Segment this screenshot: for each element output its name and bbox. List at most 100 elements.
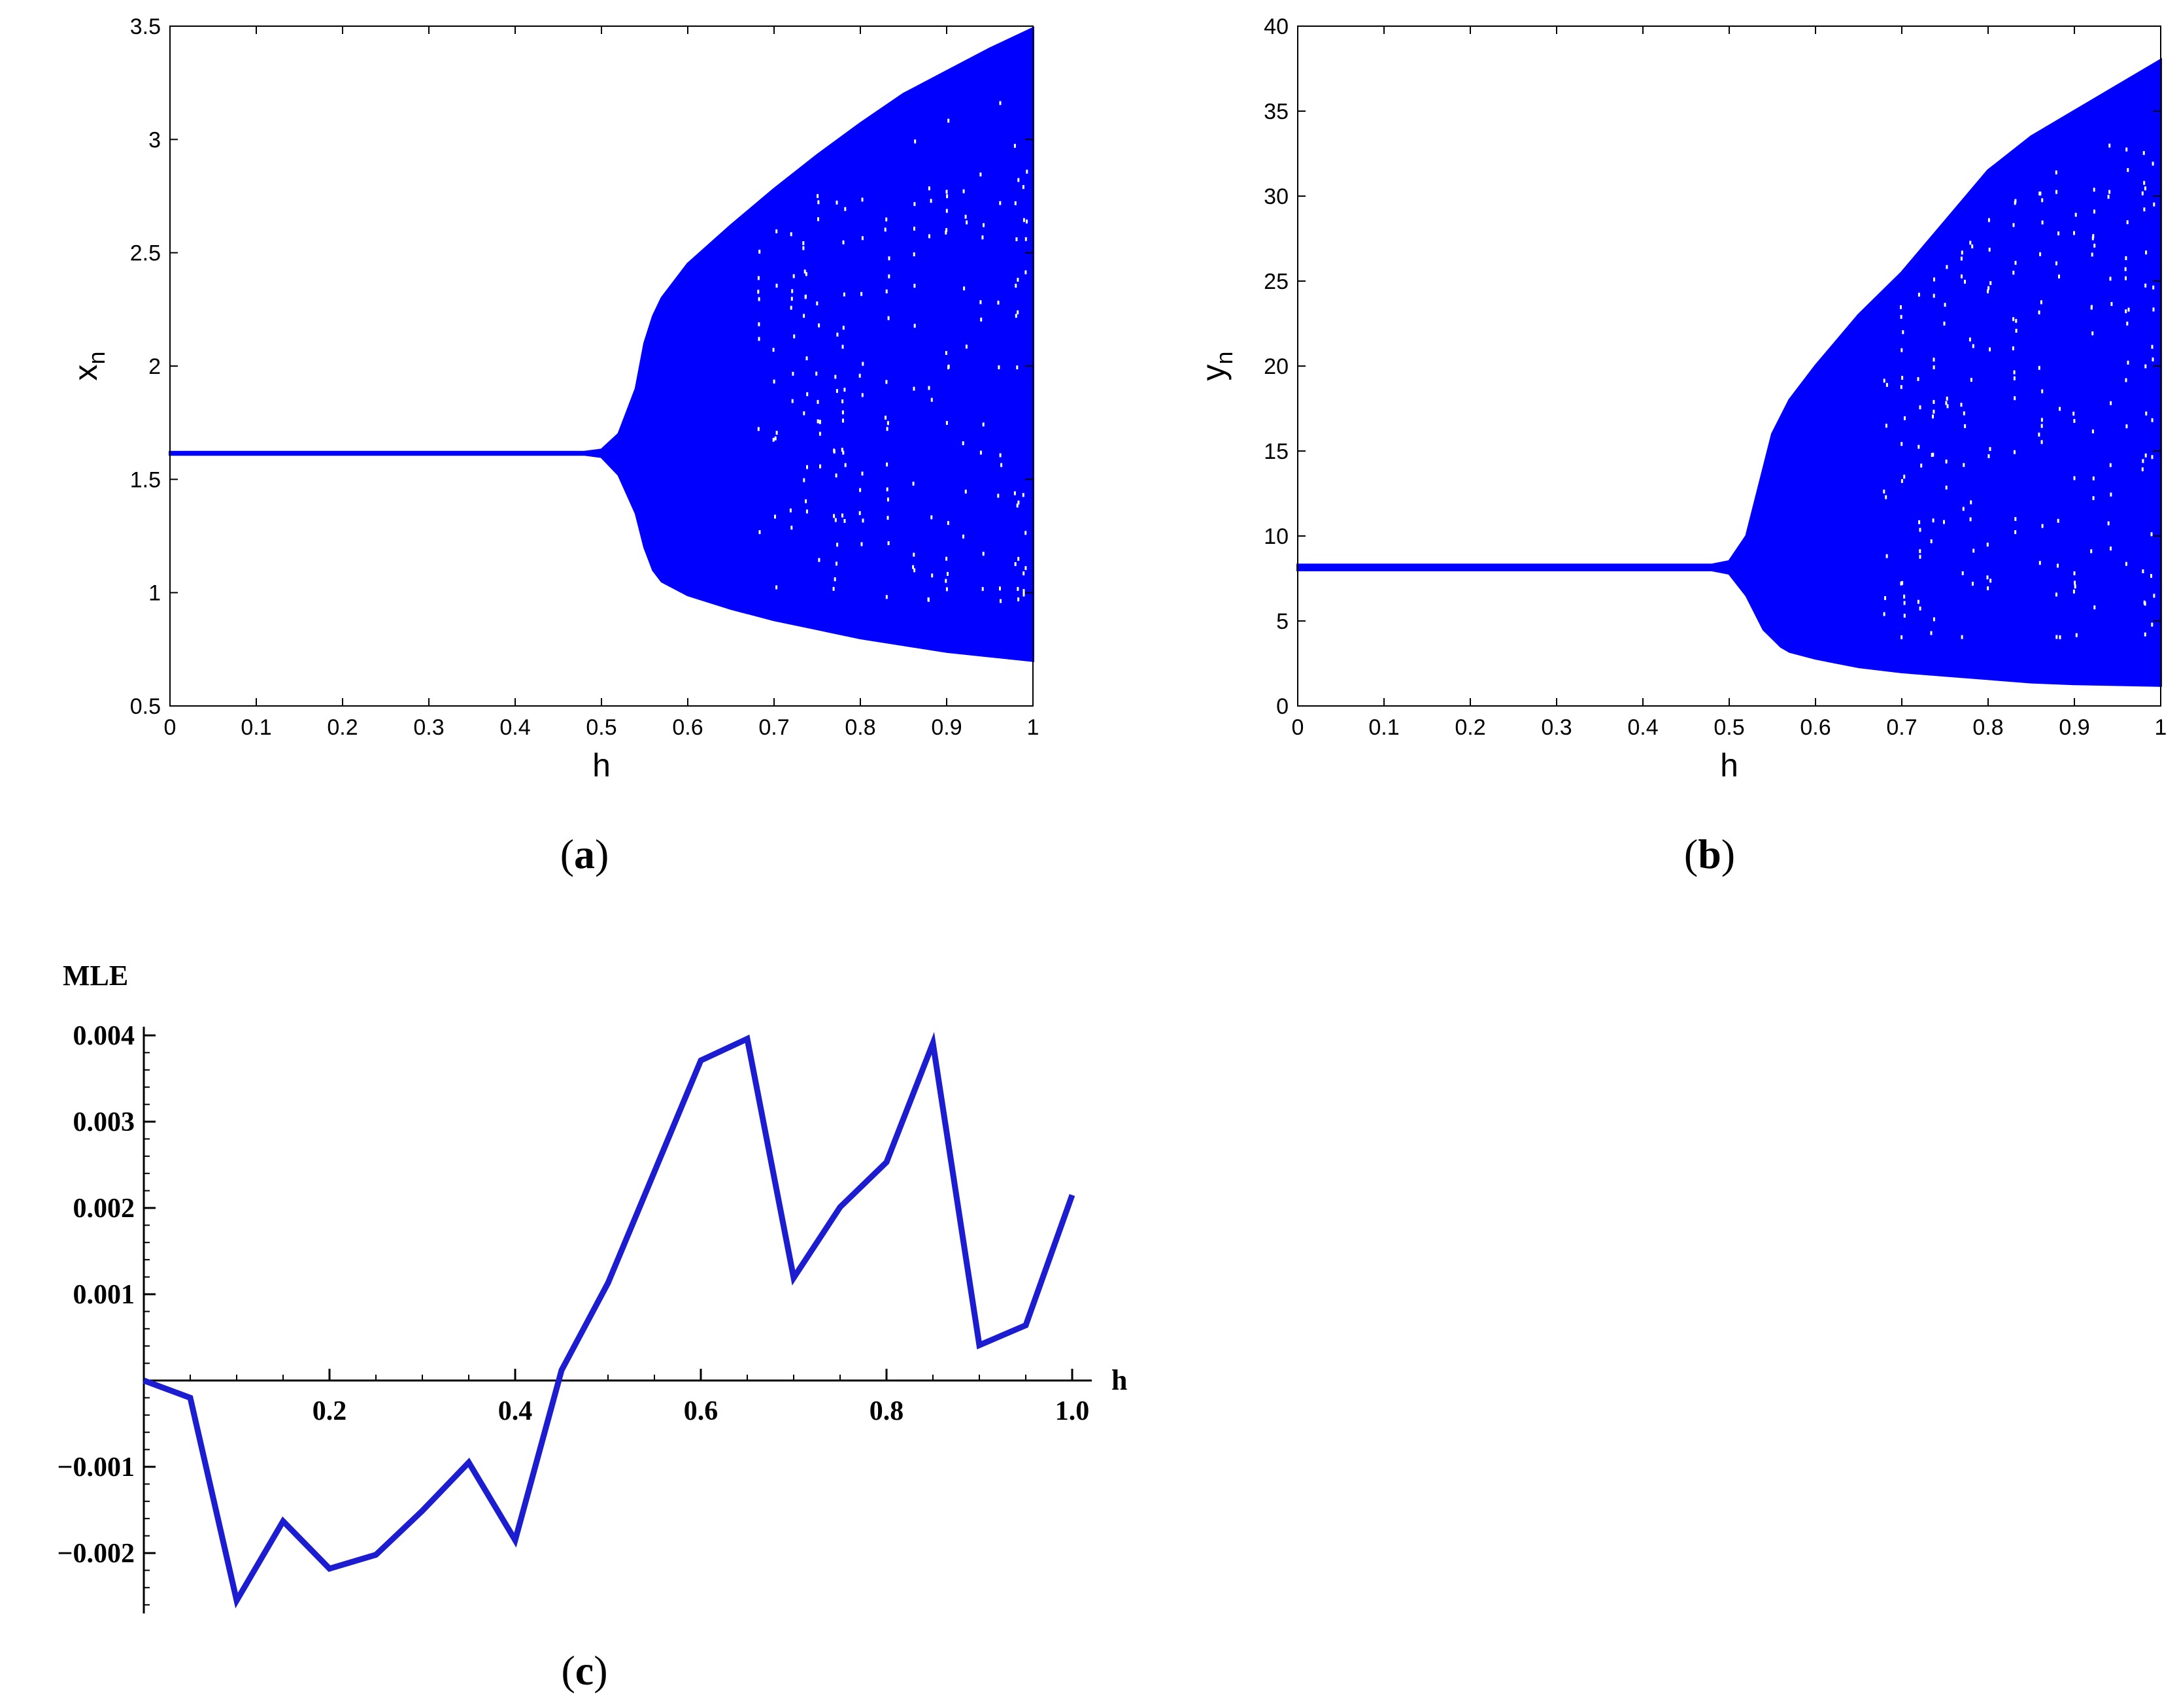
panel-a-speckle (983, 223, 985, 227)
panel-b-speckle (1961, 274, 1963, 278)
panel-b-speckle (2152, 307, 2155, 312)
panel-b-speckle (2040, 424, 2043, 428)
panel-a-speckle (758, 530, 761, 535)
panel-b-speckle (2091, 429, 2094, 433)
panel-a-speckle (858, 373, 861, 378)
panel-b-ytick-label: 20 (1264, 354, 1289, 379)
panel-b-speckle (2151, 418, 2154, 422)
panel-b-speckle (1931, 453, 1933, 457)
panel-a-speckle (886, 462, 888, 467)
panel-b-xtick-label: 0.6 (1800, 715, 1831, 740)
panel-b-speckle (1919, 405, 1921, 410)
panel-a-speckle (817, 399, 819, 404)
panel-b-xtick-label: 1 (2155, 715, 2167, 740)
panel-a-speckle (758, 297, 760, 301)
panel-a-speckle (913, 568, 916, 573)
panel-a-speckle (861, 197, 864, 202)
panel-b-speckle (2038, 310, 2040, 314)
panel-a-speckle (997, 494, 1000, 498)
panel-b-speckle (2144, 186, 2146, 191)
panel-b-speckles (1883, 143, 2155, 639)
panel-b-speckle (2153, 594, 2155, 598)
panel-a-xtick-label: 0.8 (845, 715, 875, 740)
panel-a-speckle (806, 392, 809, 397)
panel-a-speckle (964, 490, 967, 494)
panel-a-speckle (819, 431, 821, 436)
panel-b-speckle (1989, 281, 1992, 286)
panel-a-speckle (842, 418, 844, 423)
panel-b-speckle (2055, 190, 2057, 194)
panel-a-speckle (998, 365, 1000, 369)
panel-a-speckle (793, 334, 796, 339)
panel-b-speckle (1964, 424, 1967, 428)
panel-a-speckle (945, 587, 948, 592)
panel-b-speckle (1885, 554, 1888, 558)
panel-b-speckle (2040, 440, 2043, 444)
panel-b-speckle (2093, 209, 2095, 214)
panel-a-speckle (772, 437, 775, 442)
panel-a-speckle (945, 190, 948, 194)
panel-b-speckle (1883, 378, 1885, 383)
panel-a-speckle (1017, 278, 1019, 282)
panel-b-speckle (1943, 322, 1946, 326)
panel-a-xtick-label: 0.3 (413, 715, 444, 740)
panel-a-xtick-label: 0.6 (672, 715, 703, 740)
panel-b-xtick-label: 0.3 (1541, 715, 1572, 740)
panel-a-speckle (815, 371, 818, 376)
panel-b-xtick-label: 0 (1292, 715, 1304, 740)
panel-b-speckle (2073, 231, 2075, 235)
panel-c-ytick-label: −0.001 (58, 1452, 135, 1482)
panel-b-speckle (1900, 314, 1902, 319)
panel-c-plot: 0.004 0.003 0.002 0.001 −0.001 −0.002 0.2 0.4 0.… (58, 960, 1127, 1614)
panel-a-speckle (1013, 491, 1016, 495)
panel-a-speckle (817, 217, 819, 222)
panel-a-xtick-label: 0.1 (241, 715, 271, 740)
panel-a-speckle (792, 371, 794, 376)
panel-b-ylabel: yn (1195, 351, 1238, 380)
panel-b-speckle (2125, 424, 2128, 429)
panel-a-speckle (862, 361, 864, 366)
panel-b-ytick-label: 5 (1276, 609, 1289, 634)
panel-b-speckle (2110, 401, 2112, 405)
panel-a-speckle (947, 118, 950, 123)
panel-b-speckle (2092, 476, 2095, 480)
panel-b-speckle (1917, 377, 1919, 381)
panel-b-speckle (1883, 490, 1885, 494)
panel-a-speckle (1022, 185, 1024, 190)
panel-b-speckle (2143, 207, 2146, 212)
panel-a-speckle (861, 393, 864, 397)
panel-b-speckle (1946, 396, 1948, 401)
panel-a-speckle (1014, 201, 1017, 205)
panel-b-speckle (1961, 250, 1963, 255)
panel-a-speckle (818, 558, 820, 562)
panel-a-speckle (913, 226, 915, 231)
panel-b-speckle (1963, 411, 1965, 416)
panel-a-speckle (836, 389, 838, 394)
panel-a-speckle (928, 186, 930, 191)
panel-a-speckle (842, 326, 845, 330)
panel-b-speckle (2125, 147, 2128, 152)
panel-b-speckle (1989, 446, 1991, 451)
panel-b-xtick-label: 0.2 (1455, 715, 1485, 740)
panel-b-speckle (2125, 276, 2127, 280)
panel-a-speckle (775, 229, 778, 233)
panel-a-ytick-label: 1 (148, 581, 161, 606)
panel-a-speckle (966, 220, 968, 225)
panel-b-speckle (1885, 495, 1887, 499)
panel-b-speckle (1943, 520, 1945, 524)
panel-b-speckle (1945, 401, 1948, 405)
panel-a-caption: (a) (560, 831, 609, 877)
panel-c-xtick-label: 0.2 (312, 1396, 347, 1426)
panel-c-xtick-label: 0.6 (684, 1396, 718, 1426)
panel-b-speckle (1933, 293, 1935, 298)
panel-a-speckle (817, 200, 820, 205)
panel-b-speckle (1961, 571, 1964, 575)
panel-b-speckle (1946, 404, 1949, 409)
panel-b-speckle (1946, 265, 1948, 269)
panel-a-speckle (946, 194, 949, 199)
panel-b-speckle (2040, 418, 2043, 422)
panel-a-speckle (979, 172, 982, 176)
panel-a-speckle (1016, 503, 1019, 508)
panel-a-speckle (884, 227, 887, 232)
panel-b-speckle (2073, 476, 2076, 480)
